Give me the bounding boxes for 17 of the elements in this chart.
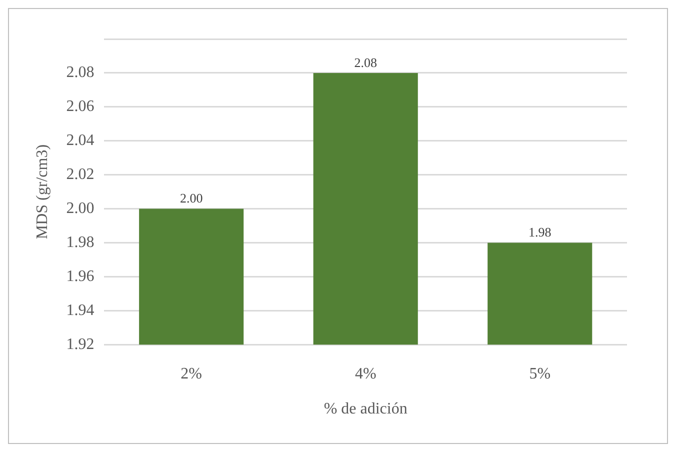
y-tick-label: 2.02 [66, 166, 94, 184]
data-label: 1.98 [528, 224, 552, 240]
y-tick-label: 1.98 [66, 234, 94, 251]
y-tick-label: 2.06 [66, 98, 94, 116]
y-axis-title: MDS (gr/cm3) [34, 144, 51, 240]
y-tick-label: 1.96 [66, 268, 94, 285]
y-tick-label: 2.00 [66, 200, 94, 217]
x-tick-label: 2% [180, 365, 202, 382]
x-tick-label: 5% [529, 365, 551, 382]
y-tick-label: 2.08 [66, 64, 94, 82]
x-axis-title: % de adición [324, 400, 408, 418]
data-label: 2.00 [180, 190, 203, 206]
x-tick-label: 4% [354, 365, 376, 382]
y-tick-label: 1.94 [66, 302, 94, 319]
y-tick-label: 1.92 [66, 336, 94, 353]
y-tick-label: 2.04 [66, 132, 94, 150]
data-label: 2.08 [354, 54, 377, 70]
